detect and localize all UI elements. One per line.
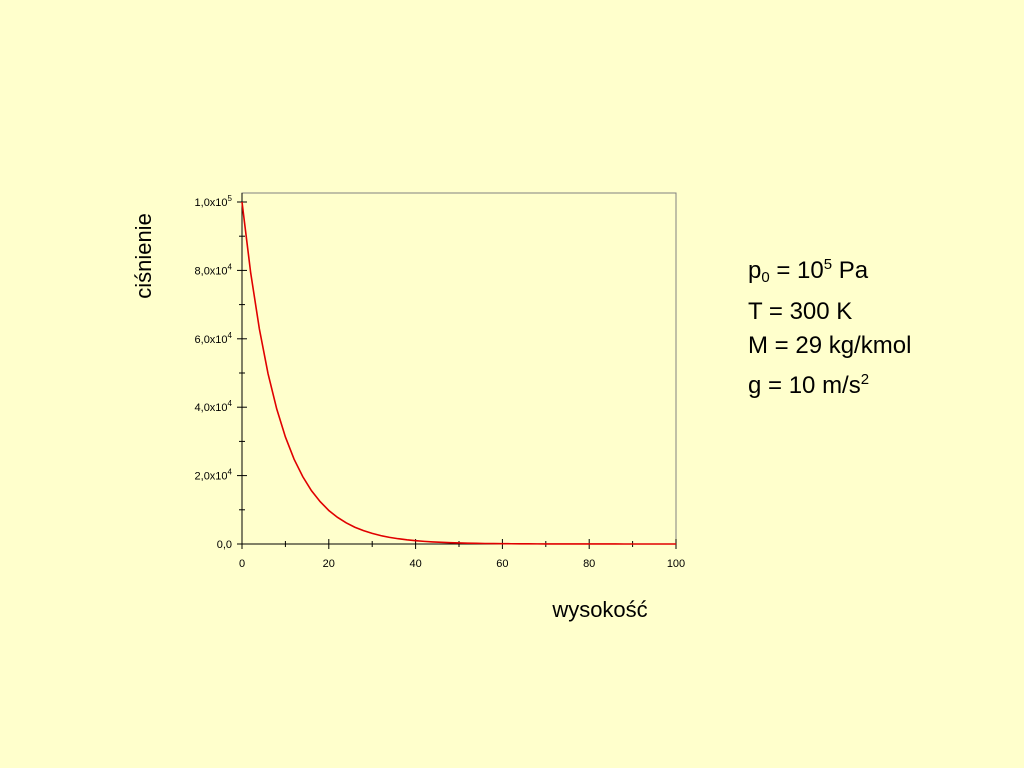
param-gravity: g = 10 m/s2 [748, 371, 870, 399]
x-tick-label: 0 [239, 558, 245, 570]
y-tick-label: 0,0 [217, 539, 232, 551]
y-tick-label: 6,0x104 [195, 331, 233, 346]
y-tick-label: 1,0x105 [195, 194, 233, 209]
y-ticks: 0,0 2,0x104 4,0x104 6,0x104 8,0x104 1,0x105 [195, 194, 247, 551]
param-temperature: T = 300 K [748, 298, 853, 325]
x-tick-label: 60 [496, 558, 508, 570]
x-tick-label: 100 [667, 558, 685, 570]
y-axis-title: ciśnienie [131, 213, 156, 299]
x-tick-label: 20 [323, 558, 335, 570]
param-molar-mass: M = 29 kg/kmol [748, 332, 912, 359]
plot-frame [241, 192, 677, 545]
param-p0: p0 = 105 Pa [748, 256, 869, 286]
x-axis-title: wysokość [551, 597, 647, 622]
y-tick-label: 8,0x104 [195, 262, 233, 277]
parameters-legend: p0 = 105 Pa T = 300 K M = 29 kg/kmol g =… [748, 248, 911, 403]
x-tick-label: 40 [409, 558, 421, 570]
y-tick-label: 4,0x104 [195, 399, 233, 414]
x-tick-label: 80 [583, 558, 595, 570]
series-line-pressure [241, 201, 676, 545]
y-tick-label: 2,0x104 [195, 468, 233, 483]
